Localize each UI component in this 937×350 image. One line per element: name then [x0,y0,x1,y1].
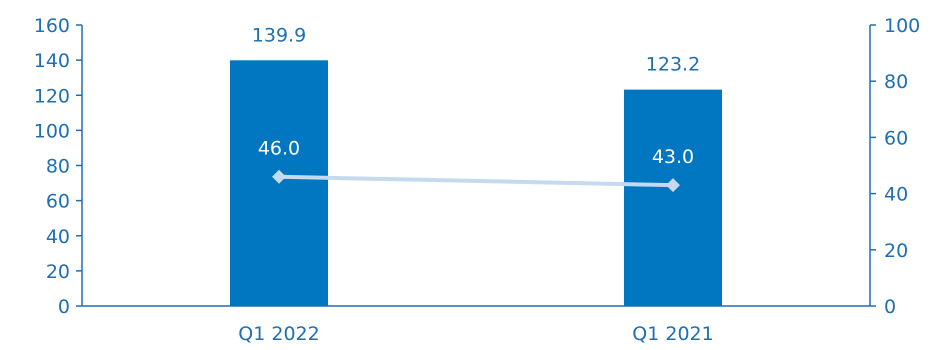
left-tick-label: 140 [34,50,70,72]
bar-data-label: 139.9 [252,24,306,46]
right-tick-label: 80 [884,71,908,93]
bar [624,89,722,306]
bar-data-label: 123.2 [646,54,700,76]
left-tick-label: 160 [34,15,70,37]
right-tick-label: 0 [884,296,896,318]
left-tick-label: 120 [34,85,70,107]
left-tick-label: 60 [46,191,70,213]
right-tick-label: 100 [884,15,920,37]
line-point-diamond [272,169,286,184]
axes: 0 20 40 60 80 100 120 140 160 0 20 40 60 80 100 Q1 2022… [34,15,921,345]
line-series [272,169,680,193]
left-tick-label: 0 [58,296,70,318]
left-tick-label: 80 [46,156,70,178]
left-tick-label: 40 [46,226,70,248]
left-tick-label: 100 [34,120,70,142]
left-tick-label: 20 [46,261,70,283]
line-path [278,174,674,188]
labels: 139.9 123.2 46.0 43.0 [252,24,700,168]
right-tick-label: 20 [884,240,908,262]
category-label: Q1 2021 [632,323,713,345]
line-point-diamond [666,178,680,193]
line-data-label: 46.0 [258,138,300,160]
category-label: Q1 2022 [238,323,319,345]
line-data-label: 43.0 [652,146,694,168]
right-tick-label: 40 [884,184,908,206]
right-tick-label: 60 [884,127,908,149]
